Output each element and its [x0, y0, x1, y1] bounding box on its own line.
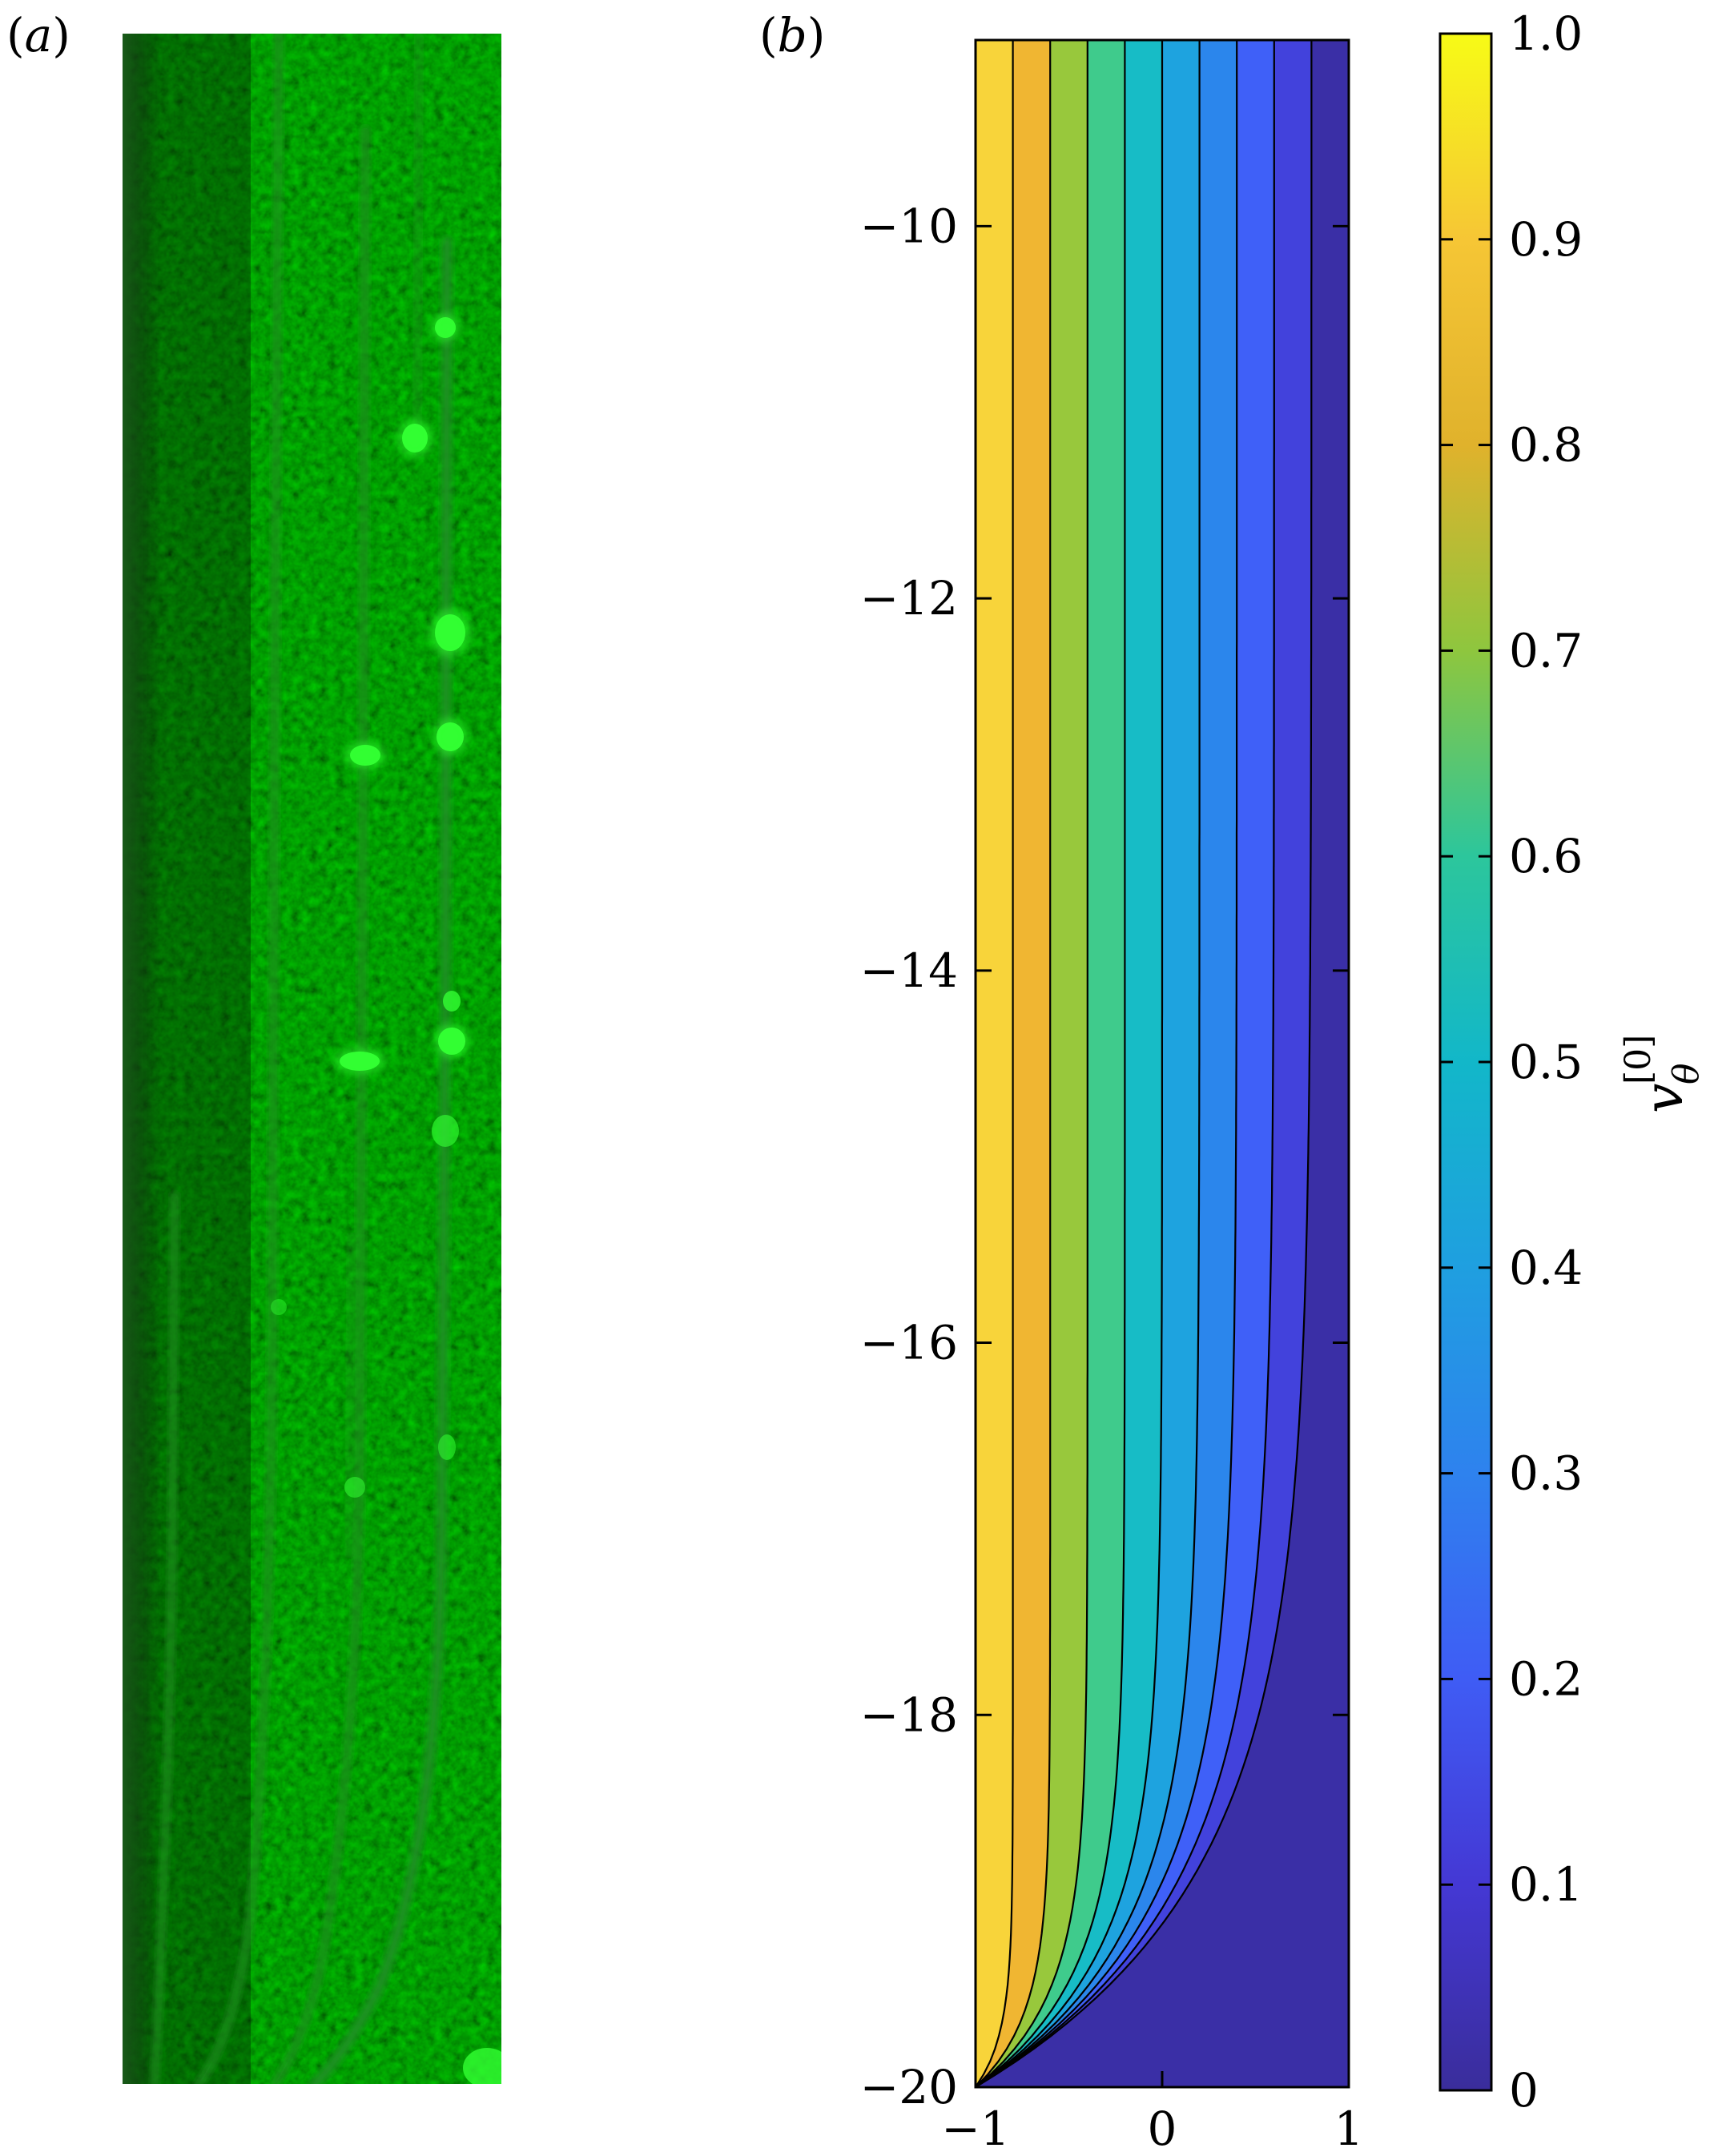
- particle-dot: [438, 1434, 456, 1460]
- x-tick-label: 0: [1148, 2102, 1177, 2156]
- y-tick-label: −20: [860, 2060, 958, 2114]
- contour-line: [976, 40, 1275, 2087]
- colorbar-tick-label: 0.4: [1509, 1241, 1583, 1295]
- contour-line: [976, 40, 1052, 2087]
- particle-dot: [463, 2048, 501, 2084]
- colorbar-tick-label: 0.6: [1509, 829, 1583, 883]
- contour-line: [976, 40, 1126, 2087]
- colorbar-tick-label: 0.2: [1509, 1651, 1583, 1706]
- colorbar-tick-label: 0.5: [1509, 1035, 1583, 1089]
- colorbar-label: v [0] θ: [1618, 1035, 1707, 1113]
- x-tick-label: 1: [1334, 2102, 1364, 2156]
- y-tick-label: −16: [860, 1316, 958, 1370]
- contour-line: [976, 40, 1014, 2087]
- y-tick-label: −18: [860, 1687, 958, 1742]
- contour-line: [976, 40, 1164, 2087]
- contour-bands: [976, 40, 1349, 2087]
- particle-streak: [309, 236, 453, 2084]
- y-tick-label: −10: [860, 199, 958, 253]
- y-tick-label: −12: [860, 571, 958, 625]
- colorbar-label-sup: [0]: [1618, 1035, 1659, 1084]
- particle-dot: [271, 1299, 287, 1315]
- colorbar-tick-label: 1.0: [1509, 6, 1583, 61]
- x-axis: −1 0 1: [941, 2071, 1363, 2156]
- colorbar-tick-label: 0.9: [1509, 212, 1583, 267]
- particle-streak: [151, 1191, 179, 2084]
- particle-dot: [443, 991, 461, 1012]
- particle-streak: [271, 126, 369, 2084]
- panel-b-label: (b): [759, 8, 826, 62]
- colorbar-label-sub: θ: [1666, 1064, 1707, 1085]
- contour-line: [976, 40, 1238, 2087]
- y-tick-label: −14: [860, 943, 958, 998]
- microscopy-image: [123, 34, 501, 2084]
- particle-streak: [195, 34, 283, 2084]
- colorbar-tick-label: 0: [1509, 2063, 1539, 2118]
- colorbar-tick-label: 0.1: [1509, 1857, 1583, 1912]
- x-tick-label: −1: [941, 2102, 1010, 2156]
- colorbar-ticks: 0 0.1 0.2 0.3 0.4 0.5 0.6 0.7 0.8 0.9 1.0: [1440, 6, 1583, 2118]
- contour-lines: [976, 40, 1313, 2087]
- panel-a-label: (a): [6, 8, 70, 62]
- colorbar-label-main: v: [1633, 1084, 1695, 1113]
- contour-band: [976, 40, 1013, 2087]
- particle-dot: [432, 1115, 459, 1147]
- particle-dot: [344, 1477, 365, 1498]
- contour-line: [976, 40, 1313, 2087]
- y-axis: −10 −12 −14 −16 −18 −20: [860, 199, 1349, 2114]
- colorbar-tick-label: 0.8: [1509, 418, 1583, 473]
- contour-line: [976, 40, 1201, 2087]
- colorbar-tick-label: 0.7: [1509, 623, 1583, 678]
- contour-line: [976, 40, 1088, 2087]
- colorbar-tick-label: 0.3: [1509, 1446, 1583, 1501]
